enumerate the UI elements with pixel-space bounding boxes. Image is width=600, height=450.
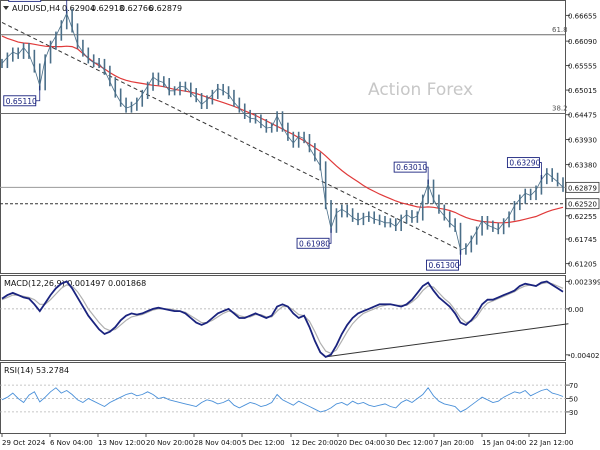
x-tick-label: 20 Nov 20:00 xyxy=(146,439,193,447)
annotation-label: 0.61300 xyxy=(429,261,460,270)
rsi-line xyxy=(1,387,564,413)
annotation-label: 0.61980 xyxy=(299,239,330,248)
x-tick-label: 5 Dec 12:00 xyxy=(242,439,285,447)
macd-plot: 0.002399 0.00 -0.004021 xyxy=(0,278,600,360)
macd-tick-label: -0.004021 xyxy=(568,352,600,360)
x-tick-label: 12 Dec 20:00 xyxy=(291,439,338,447)
price-plot: 61.8 38.2 0.66655 0.66090 0.65555 0.65015 0.64… xyxy=(0,0,600,271)
price-tick-label: 0.65015 xyxy=(568,87,597,95)
rsi-panel-frame xyxy=(0,362,566,434)
macd-line xyxy=(1,280,564,358)
price-tick-label: 0.62520 xyxy=(568,201,597,209)
price-tick-label: 0.61205 xyxy=(568,261,597,269)
x-axis: 29 Oct 2024 6 Nov 04:00 13 Nov 12:00 20 Nov… xyxy=(1,434,573,447)
annotation-leader xyxy=(539,162,542,180)
x-tick-label: 7 Jan 20:00 xyxy=(434,439,474,447)
fib-label: 61.8 xyxy=(552,26,568,34)
annotation-leader xyxy=(66,0,68,14)
price-panel-frame xyxy=(0,0,566,274)
annotation-label: 0.63290 xyxy=(509,159,540,168)
ohlc-high: 0.62918 xyxy=(91,4,124,13)
price-tick-label: 0.65555 xyxy=(568,63,597,71)
price-marker-box xyxy=(565,181,600,193)
price-tick-label: 0.63380 xyxy=(568,162,597,170)
macd-trendline xyxy=(325,323,569,358)
macd-tick-label: 0.00 xyxy=(568,306,584,314)
x-tick-label: 15 Jan 04:00 xyxy=(482,439,526,447)
price-tick-label: 0.61745 xyxy=(568,236,597,244)
rsi-tick-label: 70 xyxy=(569,382,578,390)
fib-label: 38.2 xyxy=(552,105,568,113)
price-trendline xyxy=(1,22,461,251)
x-tick-label: 30 Dec 12:00 xyxy=(386,439,433,447)
annotation-label: 0.65110 xyxy=(6,97,37,106)
macd-tick-label: 0.002399 xyxy=(568,278,600,286)
price-tick-label: 0.64475 xyxy=(568,112,597,120)
ohlc-low: 0.62766 xyxy=(120,4,153,13)
annotation-label: 0.66870 xyxy=(11,0,42,1)
x-tick-label: 20 Dec 04:00 xyxy=(338,439,385,447)
ohlc-close: 0.62879 xyxy=(149,4,182,13)
watermark: Action Forex xyxy=(368,80,473,100)
ohlc-open: 0.62904 xyxy=(62,4,95,13)
rsi-tick-label: 50 xyxy=(569,396,578,404)
x-tick-label: 6 Nov 04:00 xyxy=(50,439,93,447)
rsi-plot: 70 50 30 xyxy=(0,382,578,417)
price-tick-label: 0.66090 xyxy=(568,38,597,46)
x-tick-label: 28 Nov 04:00 xyxy=(194,439,241,447)
rsi-label: RSI(14) 53.2784 xyxy=(4,366,69,375)
macd-panel-frame xyxy=(0,275,566,361)
price-tick-label: 0.62255 xyxy=(568,213,597,221)
price-tick-label: 0.66655 xyxy=(568,12,597,20)
annotation-leader xyxy=(329,228,332,244)
annotation-box xyxy=(8,0,42,2)
price-tick-label: 0.63930 xyxy=(568,137,597,145)
x-tick-label: 29 Oct 2024 xyxy=(2,439,46,447)
price-tick-label: 0.62879 xyxy=(568,184,597,192)
annotation-leader xyxy=(35,85,41,102)
macd-label: MACD(12,26,9) 0.001497 0.001868 xyxy=(4,279,146,288)
x-tick-label: 13 Nov 12:00 xyxy=(98,439,145,447)
symbol-label: AUDUSD,H4 xyxy=(12,4,60,13)
annotation-leader xyxy=(458,250,461,266)
price-marker-box xyxy=(565,198,600,210)
annotation-label: 0.63010 xyxy=(396,163,427,172)
annotation-leader xyxy=(426,166,429,185)
rsi-tick-label: 30 xyxy=(569,409,578,417)
dropdown-arrow-icon[interactable] xyxy=(3,6,9,10)
price-close-line xyxy=(1,12,564,251)
x-tick-label: 22 Jan 12:00 xyxy=(529,439,573,447)
